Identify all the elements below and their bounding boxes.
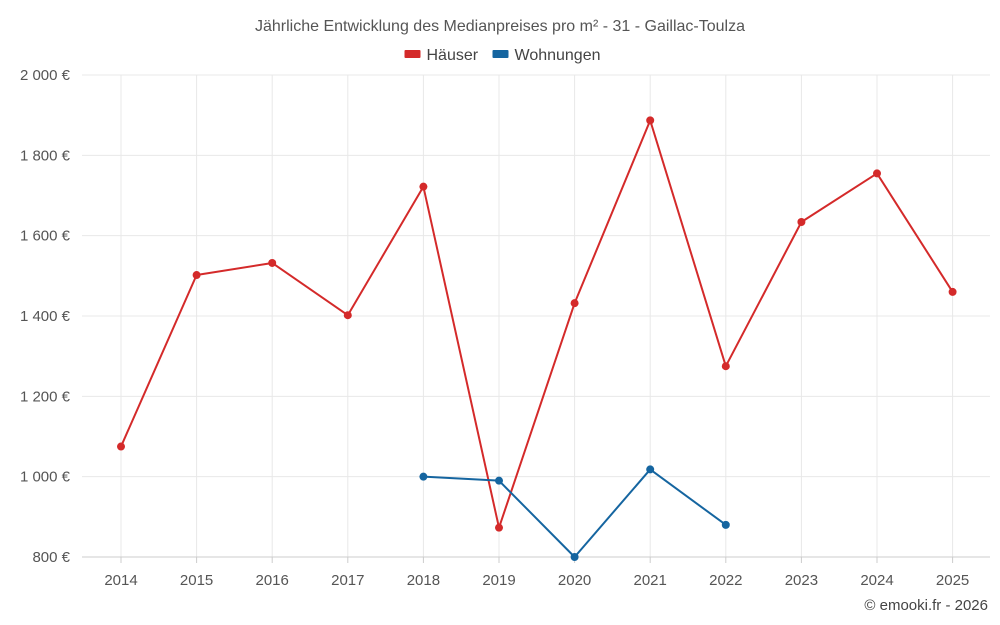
- data-point: [419, 182, 428, 191]
- x-tick-label: 2025: [936, 572, 969, 589]
- x-tick-label: 2020: [558, 572, 591, 589]
- x-tick-label: 2014: [104, 572, 137, 589]
- data-point: [873, 169, 881, 178]
- credit-text: © emooki.fr - 2026: [864, 597, 988, 614]
- legend-item: Häuser: [404, 47, 479, 64]
- x-tick-label: 2016: [256, 572, 289, 589]
- legend-label: Häuser: [427, 47, 479, 64]
- chart-title: Jährliche Entwicklung des Medianpreises …: [255, 18, 745, 35]
- x-tick-label: 2022: [709, 572, 742, 589]
- series-line: [120, 119, 954, 529]
- legend-swatch: [492, 50, 509, 58]
- x-tick-label: 2023: [785, 572, 818, 589]
- data-point: [268, 258, 277, 267]
- series-0: [117, 116, 957, 532]
- legend-label: Wohnungen: [515, 47, 601, 64]
- y-tick-label: 800 €: [32, 549, 70, 566]
- data-point: [948, 287, 957, 296]
- x-tick-label: 2021: [634, 572, 667, 589]
- data-point: [721, 520, 730, 529]
- data-point: [570, 553, 579, 561]
- x-tick-label: 2015: [180, 572, 213, 589]
- legend: Häuser Wohnungen: [404, 47, 601, 64]
- data-point: [117, 442, 125, 451]
- y-tick-label: 1 000 €: [20, 469, 71, 486]
- data-point: [646, 465, 655, 474]
- legend-swatch: [404, 50, 421, 58]
- data-point: [495, 476, 503, 485]
- y-tick-label: 1 800 €: [20, 147, 71, 164]
- y-tick-label: 1 200 €: [20, 388, 71, 405]
- series-layer: [117, 116, 957, 561]
- y-tick-label: 1 600 €: [20, 228, 71, 245]
- data-point: [343, 311, 352, 320]
- x-tick-label: 2017: [331, 572, 364, 589]
- series-1: [419, 465, 730, 561]
- y-tick-label: 1 400 €: [20, 308, 71, 325]
- y-tick-label: 2 000 €: [20, 67, 71, 84]
- x-tick-label: 2019: [482, 572, 515, 589]
- data-point: [419, 472, 428, 481]
- data-point: [721, 362, 730, 371]
- data-point: [797, 218, 806, 227]
- data-point: [192, 271, 201, 280]
- x-tick-label: 2018: [407, 572, 440, 589]
- data-point: [570, 299, 579, 308]
- data-point: [646, 116, 655, 125]
- grid: [82, 74, 990, 558]
- x-tick-label: 2024: [860, 572, 893, 589]
- data-point: [495, 523, 503, 532]
- legend-item: Wohnungen: [492, 47, 601, 64]
- axes: 800 € 1 000 € 1 200 € 1 400 € 1 600 € 1 800 €…: [20, 67, 990, 589]
